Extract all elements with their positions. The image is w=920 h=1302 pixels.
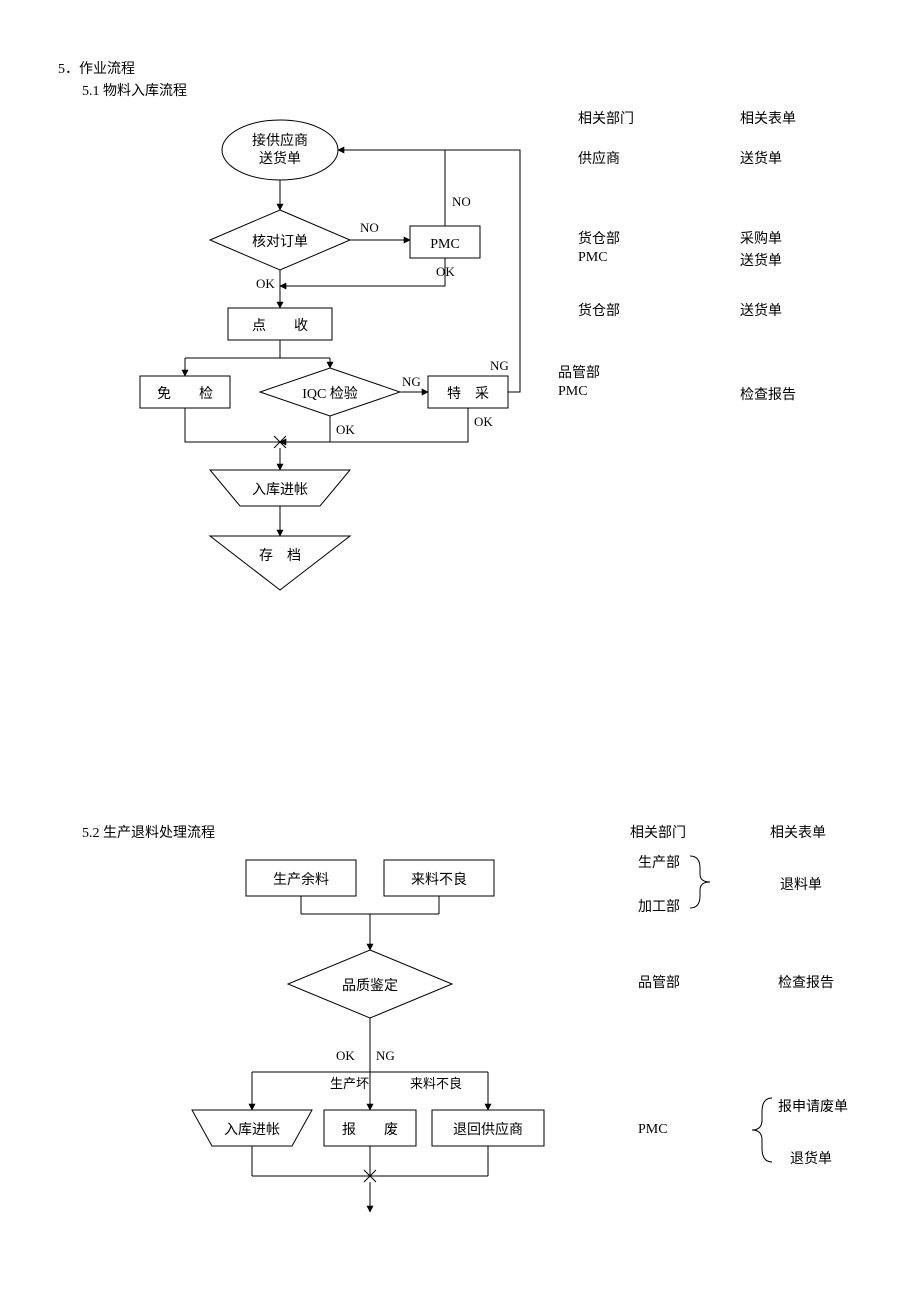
flow1-node-start (222, 120, 338, 180)
flow1-node-verify-label: 核对订单 (252, 234, 308, 250)
flow1-node-archive-label: 存 档 (259, 548, 301, 564)
flow1-edge-special-ok-label: OK (474, 414, 493, 429)
flow2-edge-prodbad-label: 生产坏 (330, 1076, 369, 1091)
flow1-node-start-label2: 送货单 (259, 150, 301, 167)
flow2-node-post-label: 入库进帐 (224, 1122, 280, 1138)
flow2-node-qc-label: 品质鉴定 (342, 978, 398, 994)
flow1-node-receive-label: 点 收 (252, 318, 308, 334)
flow2-node-return-label: 退回供应商 (453, 1121, 523, 1138)
flow1-edge-special-ng-back (338, 150, 520, 392)
flow1-node-iqc-label: IQC 检验 (302, 386, 358, 402)
flow1-edge-special-ng-label: NG (490, 358, 509, 373)
flow1-node-start-label1: 接供应商 (252, 132, 308, 149)
flow2-brace-1 (690, 856, 710, 908)
flow1-edge-verify-pmc-label: NO (360, 220, 379, 235)
flow1-node-special-label: 特 采 (447, 386, 489, 402)
flow2-node-scrap-label: 报 废 (342, 1122, 398, 1138)
flow2-node-defect-label: 来料不良 (411, 872, 467, 888)
flow1-edge-pmc-ok-label: OK (436, 264, 455, 279)
flow1-edge-iqc-ok (280, 416, 330, 442)
flow2-edge-qc-ng-label: NG (376, 1048, 395, 1063)
flowcharts-svg: 接供应商 送货单 核对订单 PMC NO NO OK OK 点 收 免 检 IQ… (0, 0, 920, 1302)
flow1-edge-pmc-ok-back (280, 258, 445, 286)
flow1-edge-iqc-ok-label: OK (336, 422, 355, 437)
flow1-edge-exempt-merge (185, 408, 280, 442)
flow1-edge-iqc-ng-label: NG (402, 374, 421, 389)
flow1-node-post-label: 入库进帐 (252, 482, 308, 498)
flow1-node-pmc-label: PMC (430, 237, 460, 252)
flow1-edge-special-ok (280, 408, 468, 442)
flow2-node-surplus-label: 生产余料 (273, 871, 329, 888)
flow2-brace-2 (752, 1098, 772, 1162)
flow1-node-exempt-label: 免 检 (157, 386, 213, 402)
flow1-edge-pmc-no-back (338, 150, 445, 226)
flow1-edge-pmc-no-label: NO (452, 194, 471, 209)
flow1-edge-verify-ok-label: OK (256, 276, 275, 291)
flow2-edge-qc-ok-label: OK (336, 1048, 355, 1063)
flow2-edge-incomingbad-label: 来料不良 (410, 1076, 462, 1091)
